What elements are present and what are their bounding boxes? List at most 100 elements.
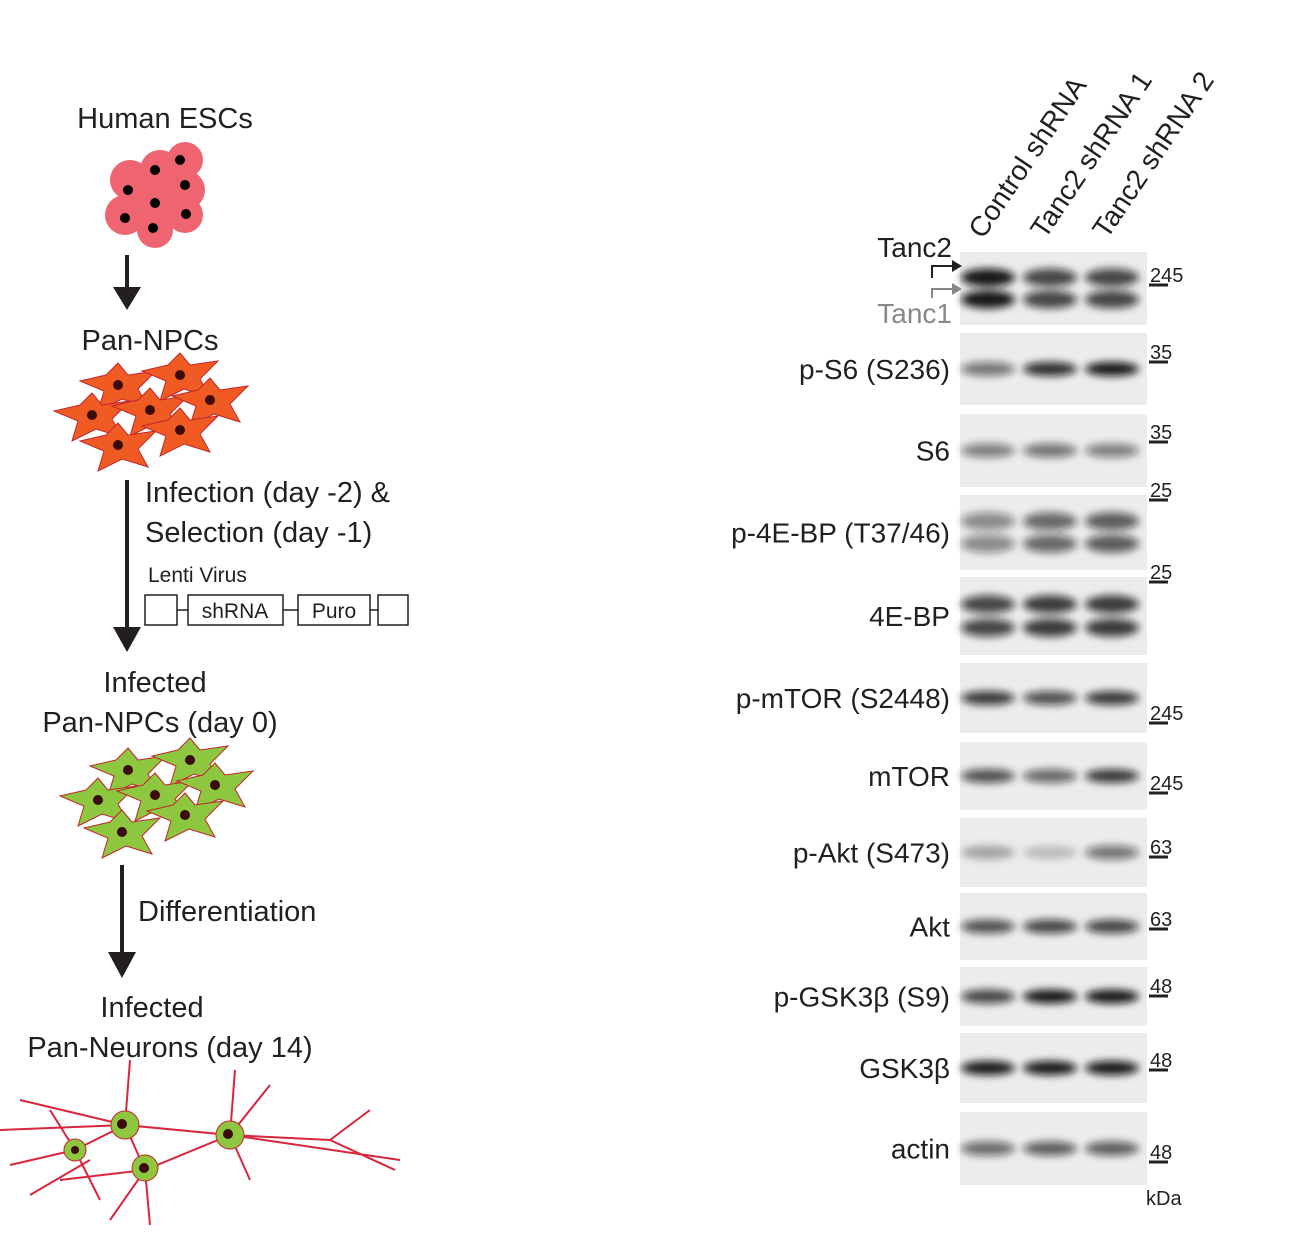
band [1023,1061,1077,1075]
band [961,769,1015,783]
band [1085,362,1139,376]
step-label: Pan-NPCs [82,325,219,357]
blot-panel [960,577,1147,655]
bands [961,443,1139,458]
row-label: Akt [910,912,951,943]
row-label: p-4E-BP (T37/46) [731,518,950,549]
band [1085,769,1139,783]
band [961,512,1015,531]
band [1085,919,1139,934]
band [1085,290,1139,309]
arrow [931,288,955,298]
row-sublabel: Tanc1 [877,298,952,329]
band [1023,443,1077,458]
marker-label: 35 [1150,422,1172,444]
band [961,534,1015,553]
row-label: GSK3β [859,1053,950,1084]
differentiation-label: Differentiation [138,896,316,928]
band [961,845,1015,860]
neuron-bodies [63,1110,245,1182]
step-label: Pan-NPCs (day 0) [42,707,277,739]
workflow: Human ESCs Pan-NPCs Infection (day -2) &… [0,103,409,1226]
band [1023,595,1077,614]
esc-cluster [105,142,205,248]
infection-label: Selection (day -1) [145,517,372,549]
bands [961,595,1139,637]
row-label: mTOR [868,761,950,792]
band [1085,512,1139,531]
blot-panel [960,495,1147,570]
arrow [931,265,955,278]
band [1023,618,1077,637]
npc-cells [53,352,249,472]
row-label: 4E-BP [869,601,950,632]
marker-label: 245 [1150,703,1183,725]
bands [961,1061,1139,1075]
marker-label: 35 [1150,342,1172,364]
band [1023,290,1077,309]
step-label: Human ESCs [77,103,253,135]
band [961,691,1015,705]
step-label: Infected [100,992,203,1024]
infection-label: Infection (day -2) & [145,477,390,509]
infected-npc-cells [59,737,254,859]
marker-label: 245 [1150,265,1183,287]
band [961,989,1015,1004]
bands [961,845,1139,860]
bands [961,268,1139,309]
band [961,1061,1015,1075]
row-label: p-GSK3β (S9) [774,982,950,1013]
arrow-head [952,260,962,272]
band [1085,989,1139,1004]
marker-label: 63 [1150,909,1172,931]
bands [961,1141,1139,1156]
marker-label: 245 [1150,773,1183,795]
row-label: S6 [916,436,950,467]
neurons [0,1059,401,1226]
step-label: Pan-Neurons (day 14) [27,1032,312,1064]
band [1023,512,1077,531]
bands [961,512,1139,553]
row-label: actin [891,1134,950,1165]
marker-label: 48 [1150,1142,1172,1164]
band [1023,1141,1077,1156]
marker-label: 48 [1150,1050,1172,1072]
arrow-head [952,283,962,295]
construct-title: Lenti Virus [148,564,247,587]
construct-part: shRNA [202,600,269,623]
step-label: Infected [103,667,206,699]
band [1023,362,1077,376]
bands [961,769,1139,783]
band [1085,268,1139,287]
band [1085,691,1139,705]
bands [961,919,1139,934]
band [1023,268,1077,287]
band [961,1141,1015,1156]
band [961,443,1015,458]
row-label: p-mTOR (S2448) [736,683,950,714]
band [1023,845,1077,860]
bands [961,691,1139,705]
band [1023,534,1077,553]
row-label: Tanc2 [877,232,952,263]
band [1085,1061,1139,1075]
band [1085,618,1139,637]
band [961,290,1015,309]
band [961,268,1015,287]
band [961,919,1015,934]
unit-label: kDa [1146,1188,1182,1210]
blot-panel [960,252,1147,325]
band [1023,919,1077,934]
marker-label: 25 [1150,480,1172,502]
construct-part: Puro [312,600,356,623]
band [1023,989,1077,1004]
band [961,362,1015,376]
band [1085,534,1139,553]
row-label: p-Akt (S473) [793,838,950,869]
marker-label: 25 [1150,562,1172,584]
band [1085,443,1139,458]
bands [961,362,1139,376]
construct [144,594,409,626]
